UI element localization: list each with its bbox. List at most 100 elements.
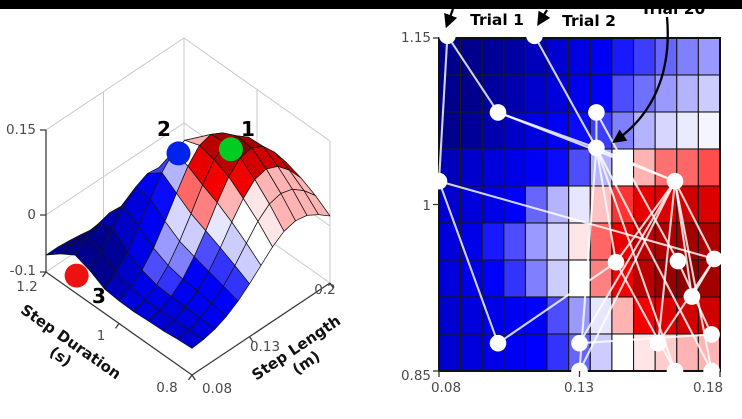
trial-20-arrow [612, 16, 669, 143]
y-tick-12: 1.2 [16, 279, 37, 295]
heatmap-cell [460, 333, 483, 372]
heatmap-cell [676, 111, 699, 150]
trial-path-segment [578, 180, 676, 344]
trial-dot-P [666, 362, 684, 380]
heatmap-cell [654, 296, 678, 335]
heatmap-cell [524, 259, 548, 298]
x-tick-marks [191, 282, 334, 381]
gait-marker-label-1: 1 [241, 117, 255, 141]
trial-dot-D [588, 104, 605, 121]
heatmap-cell [611, 148, 635, 187]
heat-y-tick-085: 0.85 [401, 368, 431, 384]
heatmap-cell [481, 185, 505, 224]
heatmap-cell [568, 37, 591, 76]
heatmap-cell [697, 74, 721, 113]
gait-marker-label-2: 2 [157, 117, 171, 141]
trial-path-segment [657, 181, 677, 344]
heatmap-cell [697, 37, 721, 76]
box-top-left-edge [45, 37, 185, 131]
heatmap-cell [460, 148, 483, 187]
trial-dot-A [439, 27, 456, 45]
x-axis-label: Step Length (m) [248, 312, 344, 385]
heatmap-cell [438, 296, 462, 335]
surface-plot: 123 0.15 0 -0.1 1.2 1 0.8 0.08 0.13 0.2 … [6, 37, 344, 397]
gait-marker-1 [218, 137, 243, 162]
x-tick-013: 0.13 [250, 339, 280, 355]
heatmap-cell [611, 185, 635, 224]
heatmap-cell [568, 74, 591, 113]
trial-dot-M [571, 334, 588, 352]
trial-path-segment [595, 111, 679, 262]
trial-dot-H [607, 253, 625, 271]
heatmap-cell [503, 37, 527, 76]
heatmap-cell [503, 148, 527, 187]
heatmap-cell [524, 74, 548, 113]
x-tick-02: 0.2 [314, 282, 335, 298]
trial-dot-O [649, 334, 667, 352]
heatmap-cell [611, 296, 635, 335]
heatmap-cell [524, 148, 548, 187]
heatmap-cell [503, 296, 527, 335]
trial-dot-R [703, 362, 720, 380]
trial-2-arrow [537, 9, 551, 26]
heatmap-cell [524, 185, 548, 224]
heat-x-tick-018: 0.18 [693, 380, 723, 396]
heatmap-cell [460, 111, 483, 150]
gait-marker-label-3: 3 [92, 284, 106, 308]
heatmap-cell [568, 222, 591, 261]
heatmap-cell [503, 74, 527, 113]
heatmap-cell [460, 296, 483, 335]
heatmap-cell [611, 111, 635, 150]
trial-path-segment [446, 35, 499, 113]
heatmap-cell [524, 222, 548, 261]
heatmap-cell [438, 74, 462, 113]
trial-dot-Q [703, 326, 720, 343]
trial-dot-C [489, 104, 507, 121]
gait-marker-3 [64, 263, 89, 288]
z-tick-015: 0.15 [6, 122, 36, 138]
annotation-trial-2: Trial 2 [562, 12, 616, 30]
heatmap-cell [697, 185, 721, 224]
heat-y-tick-115: 1.15 [401, 30, 431, 46]
heatmap-cell [589, 333, 613, 372]
y-axis-label-line1: Step Duration [17, 301, 124, 383]
trial-path-segment [533, 35, 598, 149]
heatmap-cell [654, 111, 678, 150]
trial-path-segment [595, 147, 618, 263]
trial-dot-B [526, 27, 543, 45]
x-tick-008: 0.08 [202, 381, 232, 397]
trial-dot-K [706, 250, 723, 268]
gait-marker-2 [166, 141, 191, 166]
heatmap-cell [524, 333, 548, 372]
y-tick-08: 0.8 [156, 380, 177, 396]
trial-path-segment [615, 180, 676, 263]
heat-x-tick-008: 0.08 [431, 380, 461, 396]
surface-markers: 1 2 3 [64, 117, 255, 308]
heatmap-cell [460, 222, 483, 261]
heatmap-cell [697, 111, 721, 150]
trial-dot-L [489, 334, 507, 352]
trial-dot-E [588, 139, 605, 157]
heatmap-cell [438, 333, 462, 372]
heatmap-tick-marks [433, 37, 721, 377]
heatmap-cell [546, 222, 570, 261]
heatmap-cell [546, 259, 570, 298]
z-tick-marks [40, 129, 46, 273]
annotation-arrows [444, 8, 669, 143]
heat-x-tick-013: 0.13 [564, 380, 594, 396]
heatmap-x-ticks [438, 371, 721, 377]
heatmap-cell [632, 111, 656, 150]
heatmap-cell [676, 37, 699, 76]
z-tick-neg01: -0.1 [10, 263, 36, 279]
trial-path-segment [578, 180, 676, 372]
surface-mesh [45, 132, 331, 349]
trial-path-segment [595, 147, 713, 372]
trial-path-segment [674, 180, 716, 260]
heatmap-cell [481, 222, 505, 261]
heatmap-cell [697, 148, 721, 187]
y-tick-marks [41, 271, 193, 381]
trial-path-segment [437, 35, 449, 182]
heatmap-y-ticks [433, 37, 439, 372]
z-tick-0: 0 [27, 207, 36, 223]
